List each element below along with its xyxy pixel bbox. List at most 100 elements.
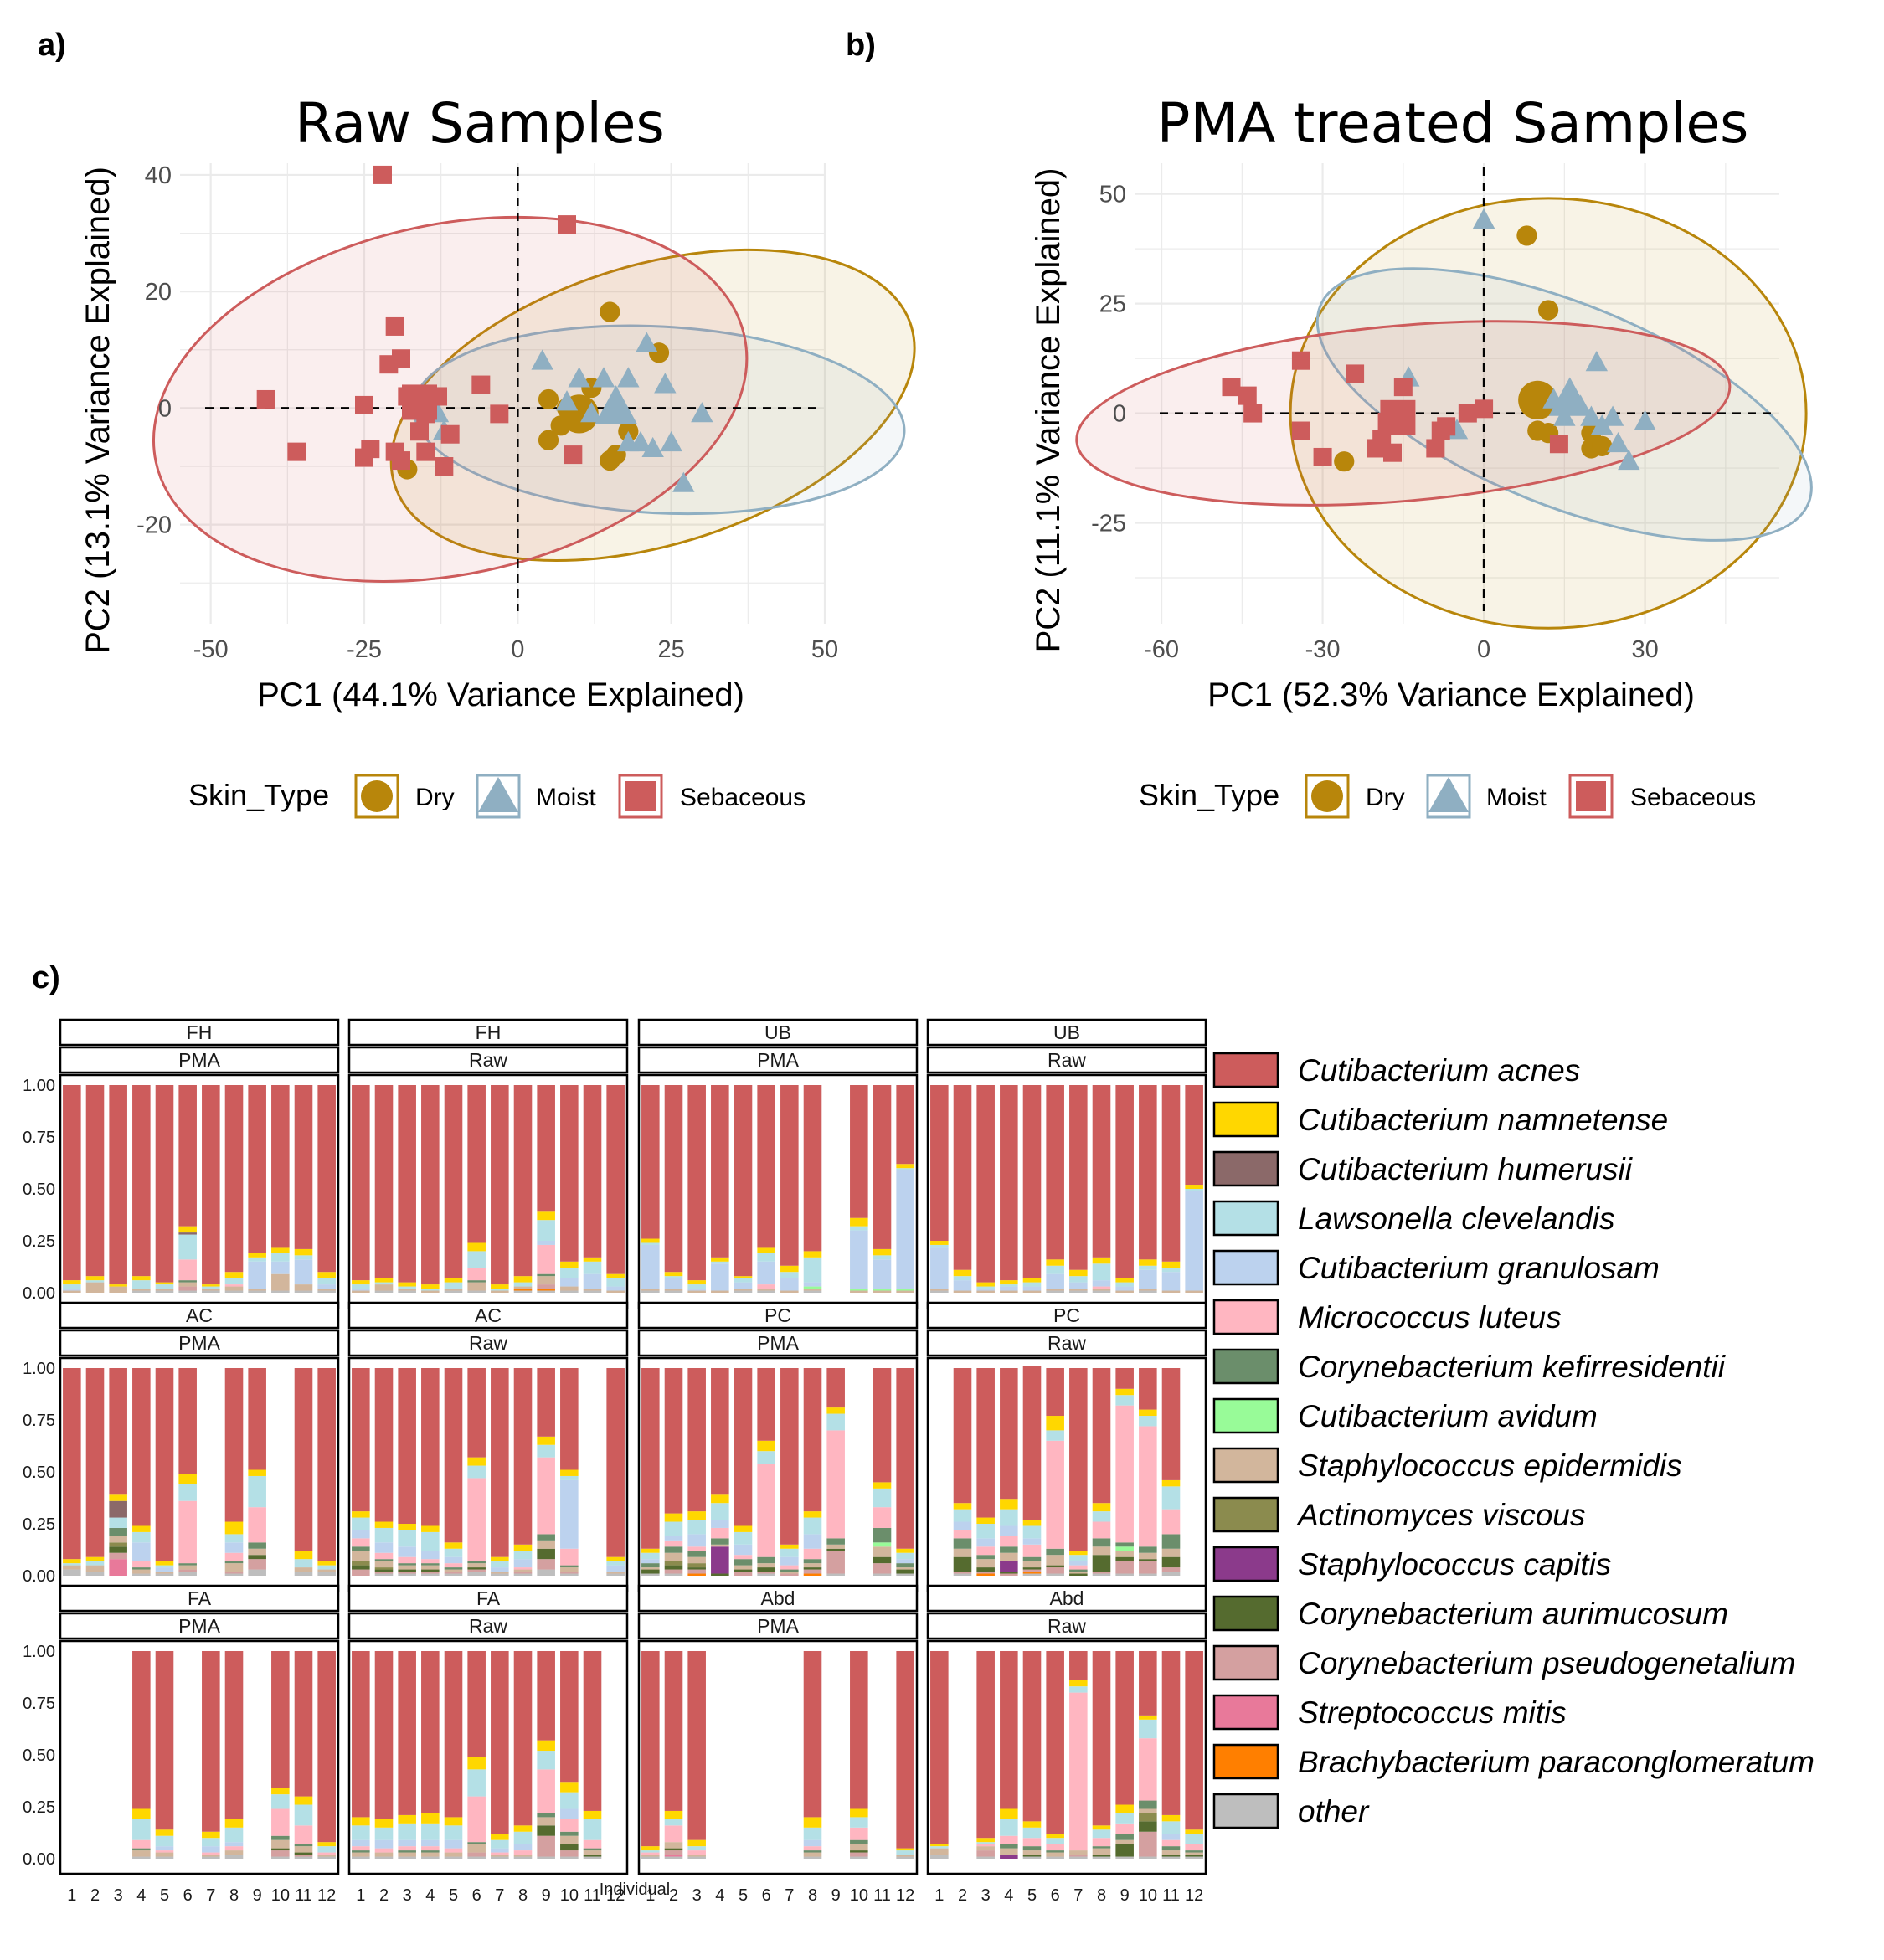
bar-segment-corynebacterium-kefirresidentii xyxy=(178,1563,197,1566)
x-tick-label: -50 xyxy=(193,636,229,663)
facet-panel xyxy=(926,1356,1207,1592)
bar-segment-cutibacterium-namnetense xyxy=(178,1474,197,1484)
bar-segment-other xyxy=(850,1856,868,1859)
grid xyxy=(180,163,826,624)
bar-segment-other xyxy=(560,1573,579,1576)
bar-segment-staphylococcus-epidermidis xyxy=(560,1286,579,1291)
bar-segment-micrococcus-luteus xyxy=(537,1769,555,1813)
bar-segment-lawsonella-clevelandis xyxy=(467,1465,486,1479)
point-dry xyxy=(600,450,620,471)
bar-segment-lawsonella-clevelandis xyxy=(537,1751,555,1770)
bar-segment-cutibacterium-granulosam xyxy=(606,1565,625,1572)
bar-segment-cutibacterium-granulosam xyxy=(734,1544,753,1556)
x-tick-label: 1 xyxy=(646,1886,655,1905)
bar-segment-cutibacterium-namnetense xyxy=(513,1276,533,1283)
bar-segment-corynebacterium-pseudogenetalium xyxy=(467,1852,486,1857)
y-tick-label: 20 xyxy=(145,279,172,306)
bar-segment-cutibacterium-namnetense xyxy=(1022,1520,1042,1526)
bar-segment-corynebacterium-aurimucosum xyxy=(873,1556,892,1564)
bar-segment-lawsonella-clevelandis xyxy=(953,1276,972,1281)
bar-segment-other xyxy=(1092,1290,1111,1293)
point-moist xyxy=(1634,409,1656,430)
stacked-bar-panel: FH PMA 0.00 0.25 0.50 0.75 1.00 FH Raw UB PMA UB Raw… xyxy=(23,1018,1207,1905)
facet-strip-treatment-label: PMA xyxy=(757,1049,800,1071)
bar-segment-cutibacterium-acnes xyxy=(1139,1368,1157,1410)
facet-strip-treatment-label: PMA xyxy=(178,1615,221,1637)
bar-segment-cutibacterium-acnes xyxy=(560,1651,579,1783)
bar-segment-corynebacterium-pseudogenetalium xyxy=(421,1572,440,1574)
bar-segment-lawsonella-clevelandis xyxy=(317,1846,336,1853)
bar-segment-cutibacterium-namnetense xyxy=(1046,1834,1064,1839)
point-moist xyxy=(1607,431,1629,453)
bar-segment-corynebacterium-pseudogenetalium xyxy=(398,1572,416,1574)
x-tick-label: 9 xyxy=(831,1886,841,1905)
bar-segment-other xyxy=(132,1573,151,1576)
y-tick-label: 0.50 xyxy=(23,1181,55,1199)
point-sebaceous xyxy=(435,457,454,476)
bar-segment-cutibacterium-granulosam xyxy=(664,1278,683,1289)
bar-segment-cutibacterium-namnetense xyxy=(224,1272,244,1278)
bar-segment-staphylococcus-epidermidis xyxy=(711,1290,729,1293)
bar-segment-staphylococcus-epidermidis xyxy=(850,1290,868,1293)
bar-segment-lawsonella-clevelandis xyxy=(1022,1827,1042,1839)
bar-segment-cutibacterium-granulosam xyxy=(248,1261,266,1289)
bar-segment-corynebacterium-kefirresidentii xyxy=(271,1835,290,1840)
bar-segment-cutibacterium-acnes xyxy=(850,1651,868,1809)
bar-segment-staphylococcus-epidermidis xyxy=(513,1855,533,1857)
bar-segment-corynebacterium-aurimucosum xyxy=(421,1569,440,1572)
bar-segment-actinomyces-viscous xyxy=(352,1561,370,1566)
bar-segment-cutibacterium-namnetense xyxy=(352,1280,370,1285)
bar-segment-corynebacterium-pseudogenetalium xyxy=(1022,1569,1042,1572)
bar-segment-lawsonella-clevelandis xyxy=(1022,1282,1042,1287)
bar-segment-staphylococcus-epidermidis xyxy=(873,1290,892,1293)
bar-segment-corynebacterium-pseudogenetalium xyxy=(1139,1831,1157,1857)
bar-segment-other xyxy=(467,1572,486,1576)
bar-segment-cutibacterium-namnetense xyxy=(374,1521,394,1528)
bar-segment-staphylococcus-epidermidis xyxy=(1139,1289,1157,1291)
bar-segment-cutibacterium-namnetense xyxy=(1161,1814,1181,1822)
x-tick-label: 4 xyxy=(425,1886,435,1905)
bar-segment-cutibacterium-acnes xyxy=(271,1085,290,1248)
bar-segment-staphylococcus-epidermidis xyxy=(757,1289,775,1291)
bar-segment-lawsonella-clevelandis xyxy=(1161,1268,1181,1273)
legend-label-streptococcus-mitis: Streptococcus mitis xyxy=(1298,1695,1567,1730)
bar-segment-micrococcus-luteus xyxy=(178,1259,197,1281)
bar-segment-micrococcus-luteus xyxy=(757,1464,775,1557)
point-moist xyxy=(568,367,590,388)
bar-segment-micrococcus-luteus xyxy=(467,1478,486,1561)
point-sebaceous xyxy=(1238,386,1257,405)
bar-segment-lawsonella-clevelandis xyxy=(1092,1829,1111,1839)
bar-segment-cutibacterium-acnes xyxy=(467,1085,486,1243)
bar-segment-streptococcus-mitis xyxy=(664,1855,683,1857)
facet-ac-pma: AC PMA xyxy=(59,1301,340,1592)
bar-segment-corynebacterium-kefirresidentii xyxy=(1046,1548,1064,1556)
point-sebaceous xyxy=(1291,351,1310,370)
bar-segment-corynebacterium-aurimucosum xyxy=(641,1569,660,1574)
bar-segment-actinomyces-viscous xyxy=(687,1563,706,1568)
bar-segment-cutibacterium-namnetense xyxy=(1185,1829,1203,1834)
bar-segment-cutibacterium-acnes xyxy=(467,1651,486,1757)
bar-segment-lawsonella-clevelandis xyxy=(271,1253,290,1262)
bar-segment-micrococcus-luteus xyxy=(1139,1738,1157,1801)
bar-segment-staphylococcus-epidermidis xyxy=(930,1289,949,1291)
bar-segment-corynebacterium-pseudogenetalium xyxy=(178,1286,197,1291)
bar-segment-staphylococcus-epidermidis xyxy=(803,1289,822,1291)
legend-label-sebaceous: Sebaceous xyxy=(680,784,806,811)
legend-label-lawsonella-clevelandis: Lawsonella clevelandis xyxy=(1298,1201,1614,1236)
facet-strip-site-label: PC xyxy=(764,1304,791,1326)
bar-segment-cutibacterium-granulosam xyxy=(1092,1280,1111,1287)
bar-segment-lawsonella-clevelandis xyxy=(248,1475,266,1508)
bar-segment-lawsonella-clevelandis xyxy=(352,1517,370,1530)
legend-key-moist xyxy=(476,774,521,819)
bar-segment-cutibacterium-acnes xyxy=(85,1085,105,1277)
bar-segment-cutibacterium-acnes xyxy=(780,1085,799,1266)
bar-segment-staphylococcus-epidermidis xyxy=(317,1569,336,1572)
facet-strip-site xyxy=(926,1301,1207,1330)
bar-segment-cutibacterium-acnes xyxy=(317,1368,336,1561)
bar-segment-cutibacterium-acnes xyxy=(155,1085,174,1283)
bar-segment-corynebacterium-kefirresidentii xyxy=(560,1831,579,1836)
bar-segment-staphylococcus-epidermidis xyxy=(202,1289,220,1291)
bar-segment-cutibacterium-acnes xyxy=(930,1651,949,1844)
bar-segment-other xyxy=(606,1573,625,1576)
bar-segment-corynebacterium-pseudogenetalium xyxy=(444,1572,463,1574)
